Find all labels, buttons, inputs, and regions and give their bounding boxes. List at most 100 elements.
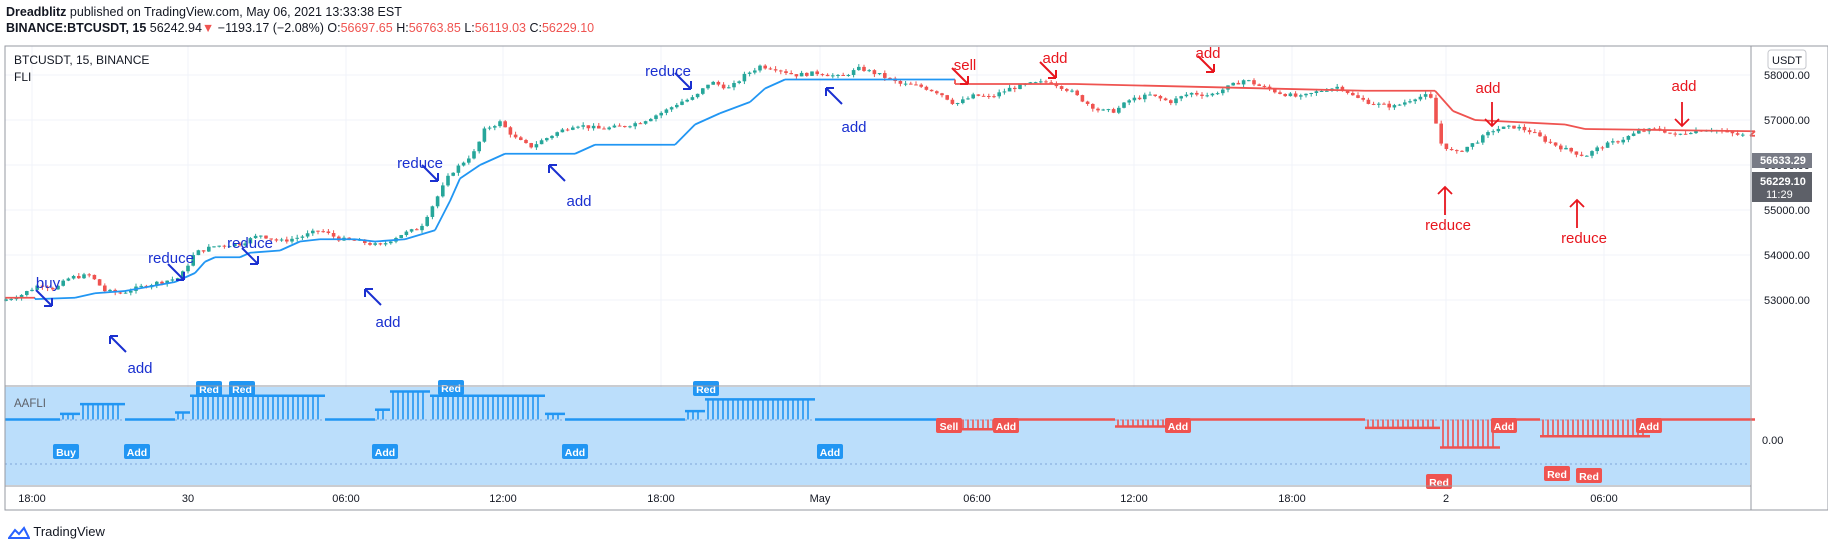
candle-body xyxy=(352,239,357,241)
candle-body xyxy=(1325,90,1329,92)
candle-body xyxy=(659,112,663,116)
price-axis[interactable]: 58000.0057000.0056000.0055000.0054000.00… xyxy=(1764,70,1810,307)
currency-button[interactable] xyxy=(1767,49,1807,70)
annotation-label: add xyxy=(127,360,152,377)
candle-body xyxy=(758,65,762,71)
candle-body xyxy=(264,235,268,239)
candle-body xyxy=(1299,95,1303,97)
arrow-icon xyxy=(364,288,382,306)
candle-body xyxy=(1486,132,1490,136)
time-axis[interactable]: 18:00 30 06:00 12:00 18:00 May 06:00 12:00 18:00… xyxy=(18,493,1618,505)
signal-label-box xyxy=(124,444,150,459)
candle-body xyxy=(1065,88,1069,91)
fli-line-segment xyxy=(459,164,481,180)
arrow-icon xyxy=(109,335,127,353)
candle-body xyxy=(305,233,310,237)
candle-body xyxy=(482,128,487,142)
candle-body xyxy=(1054,83,1059,87)
candle-body xyxy=(1028,82,1033,84)
candle-body xyxy=(399,235,403,239)
arrow-icon xyxy=(1039,61,1057,79)
candle-body xyxy=(1585,155,1589,157)
candle-body xyxy=(1501,126,1506,129)
candle-body xyxy=(285,239,289,242)
candle-body xyxy=(773,69,778,71)
fli-line-segment xyxy=(479,152,506,166)
candle-body xyxy=(1439,123,1443,144)
candle-body xyxy=(742,73,747,82)
candle-body xyxy=(1319,90,1324,92)
fli-line-segment xyxy=(694,112,721,126)
arrow-icon xyxy=(951,67,969,85)
candle-body xyxy=(477,141,481,152)
upper-price-tag-label: 56633.29 xyxy=(1760,155,1806,167)
candle-body xyxy=(690,97,695,100)
candle-body xyxy=(1283,93,1287,97)
candle-body xyxy=(612,125,617,128)
signal-label: Sell xyxy=(940,421,959,433)
candle-body xyxy=(321,231,325,233)
signal-label-box xyxy=(196,381,222,396)
candle-body xyxy=(1200,94,1204,96)
candle-body xyxy=(888,77,892,79)
candle-body xyxy=(1163,98,1168,101)
signal-label: Add xyxy=(996,421,1016,433)
candle-body xyxy=(1460,150,1464,152)
candle-body xyxy=(846,74,851,76)
tradingview-logo-icon[interactable] xyxy=(7,525,31,540)
candle-body xyxy=(1111,109,1116,113)
candle-body xyxy=(435,196,440,207)
arrow-icon xyxy=(167,263,185,281)
candle-body xyxy=(92,274,97,280)
annotation-label: reduce xyxy=(397,155,443,172)
indicator-legend[interactable]: AAFLI xyxy=(14,398,46,410)
time-axis-tick: 18:00 xyxy=(1278,493,1306,505)
candle-body xyxy=(25,291,29,295)
candle-body xyxy=(1637,130,1641,134)
candle-body xyxy=(519,137,523,141)
fli-line-segment xyxy=(749,87,766,103)
candle-body xyxy=(1553,142,1558,146)
candle-body xyxy=(165,280,169,284)
candle-body xyxy=(129,290,133,293)
candle-body xyxy=(971,94,975,99)
price-change: −1193.17 (−2.08%) xyxy=(217,21,324,35)
candle-body xyxy=(1309,93,1313,95)
fli-line-segment xyxy=(449,178,461,202)
signal-label: Add xyxy=(565,447,585,459)
candle-body xyxy=(378,243,383,245)
candle-body xyxy=(1345,90,1350,93)
candle-body xyxy=(903,83,908,85)
candle-body xyxy=(669,107,674,110)
candle-body xyxy=(997,92,1001,97)
arrow-icon xyxy=(421,164,439,182)
candle-body xyxy=(201,250,206,252)
legend-indicator[interactable]: FLI xyxy=(14,70,31,84)
time-axis-tick: 2 xyxy=(1443,493,1449,505)
candle-body xyxy=(545,138,549,141)
candle-body xyxy=(1512,125,1516,129)
signal-label: Buy xyxy=(56,447,76,459)
footer-brand[interactable]: TradingView xyxy=(33,524,105,539)
candle-body xyxy=(987,95,991,97)
legend-symbol[interactable]: BTCUSDT, 15, BINANCE xyxy=(14,53,149,67)
author-name[interactable]: Dreadblitz xyxy=(6,5,67,19)
candle-body xyxy=(1096,108,1100,111)
candle-body xyxy=(794,74,799,77)
candle-body xyxy=(1616,141,1620,143)
trading-chart[interactable]: Buy Add Red Red Add Red Add Red Add Sell Add Add Red… xyxy=(0,40,1828,522)
candle-body xyxy=(363,239,367,244)
candle-body xyxy=(186,265,190,272)
time-axis-tick: 12:00 xyxy=(1120,493,1148,505)
candle-body xyxy=(227,246,232,248)
candle-body xyxy=(950,99,955,104)
candle-body xyxy=(1475,142,1480,144)
candle-body xyxy=(1507,125,1511,127)
candle-body xyxy=(1642,130,1646,132)
annotation-label: add xyxy=(375,314,400,331)
candle-body xyxy=(867,70,871,72)
fli-line-segment xyxy=(194,261,206,274)
candle-body xyxy=(1195,92,1199,95)
signal-label: Add xyxy=(820,447,840,459)
candle-body xyxy=(441,185,445,197)
